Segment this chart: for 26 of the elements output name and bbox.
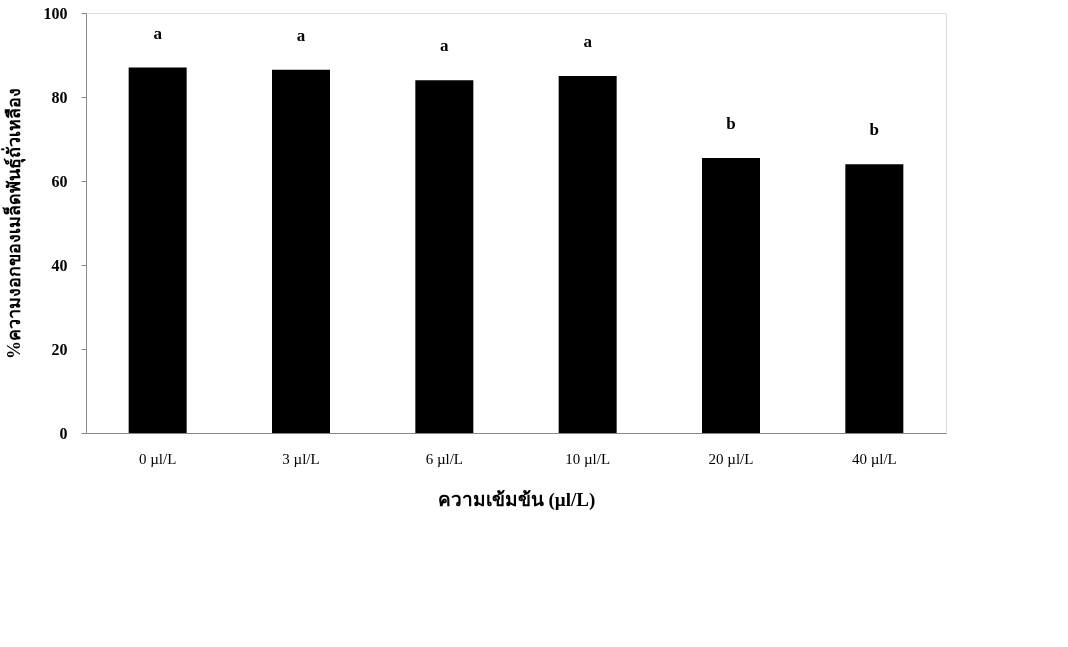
y-tick-label: 20: [51, 340, 68, 358]
annotation: b: [869, 120, 880, 140]
annotation: a: [153, 23, 163, 43]
bar: [415, 80, 474, 433]
y-tick-label: 60: [51, 172, 68, 190]
y-tick-label: 80: [51, 88, 68, 106]
bar: [702, 157, 760, 433]
annotation: a: [296, 25, 306, 45]
annotation: b: [726, 113, 736, 133]
annotation: a: [583, 32, 593, 51]
x-tick-label: 40 µl/L: [851, 450, 897, 467]
annotation: a: [440, 36, 450, 56]
bar: [128, 67, 187, 433]
x-tick-label: 6 µl/L: [425, 450, 464, 467]
y-tick-label: 0: [59, 424, 68, 442]
y-tick-label: 100: [43, 4, 68, 22]
x-tick-label: 10 µl/L: [565, 450, 611, 467]
y-tick-label: 40: [51, 256, 68, 274]
x-tick-label: 0 µl/L: [138, 450, 177, 467]
bar: [845, 164, 904, 433]
x-tick-label: 20 µl/L: [708, 450, 754, 467]
bar: [272, 69, 330, 433]
bar: [558, 76, 617, 433]
x-tick-label: 3 µl/L: [282, 450, 320, 467]
y-axis-title: %ความงอกของเมล็ดพันธุ์ถั่วเหลือง: [0, 88, 26, 359]
x-axis-title: ความเข้มข้น (µl/L): [437, 488, 596, 511]
